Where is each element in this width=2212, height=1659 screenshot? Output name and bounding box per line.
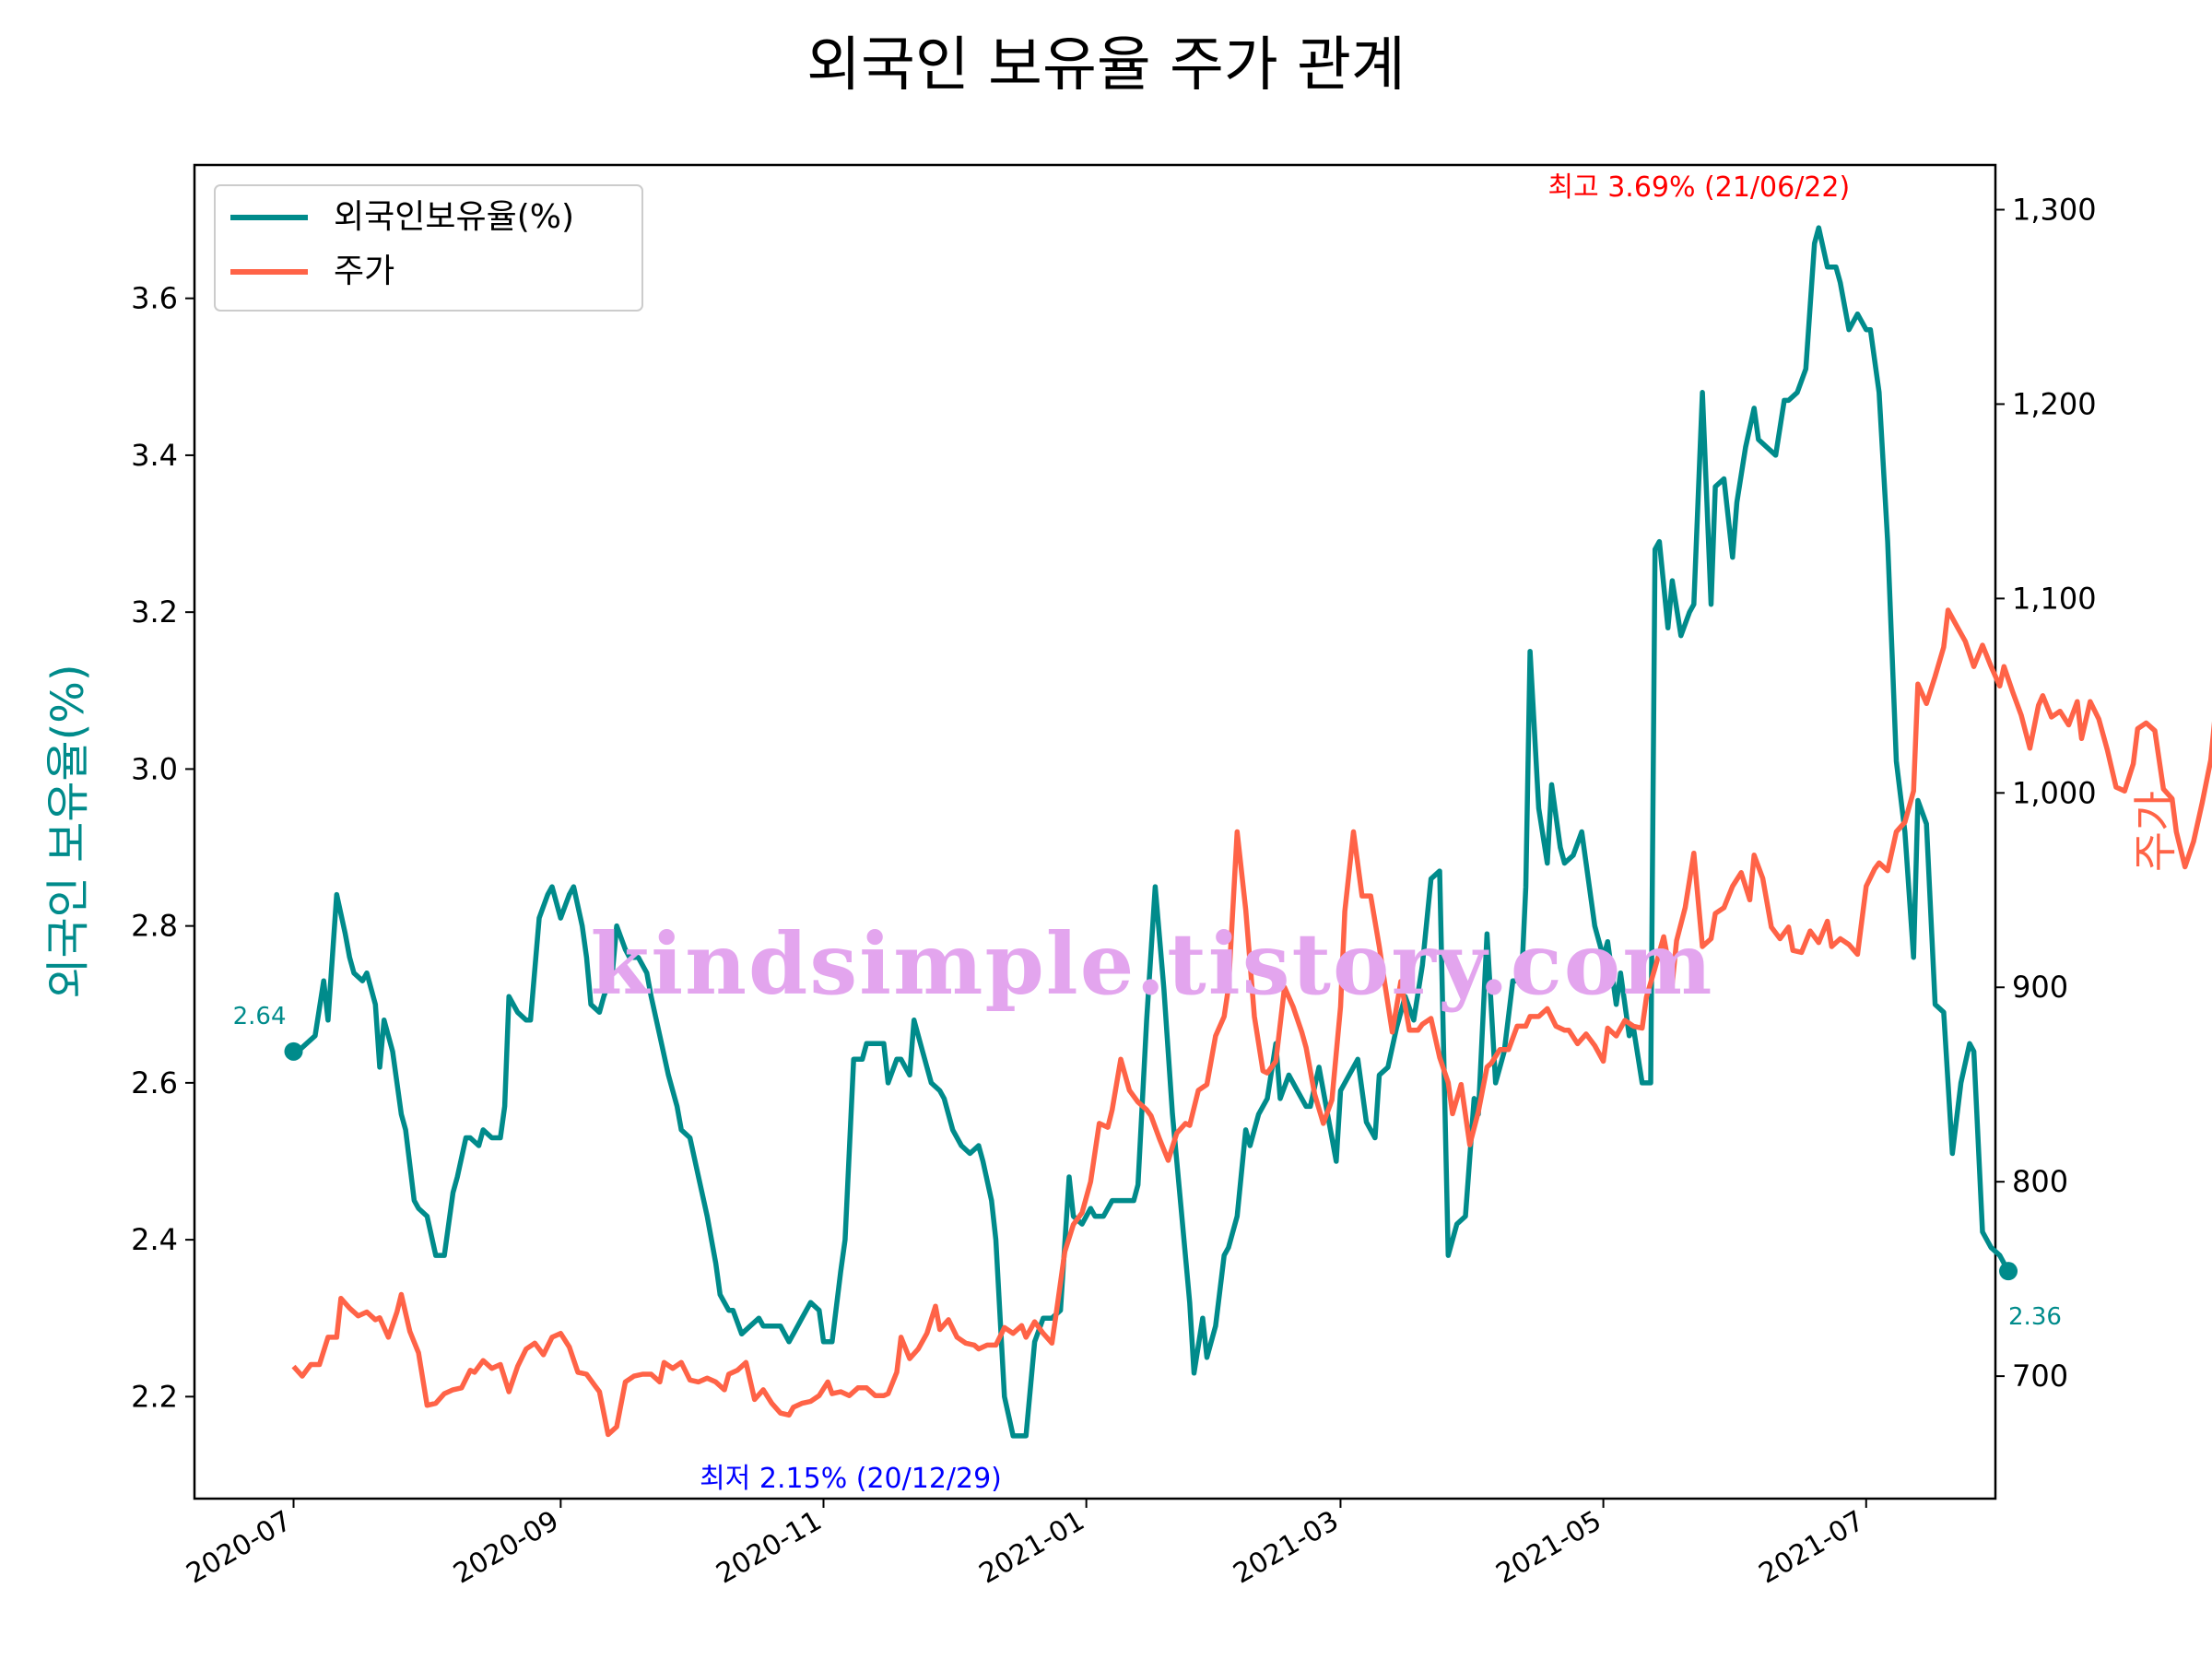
y-left-tick-label: 3.2	[131, 594, 178, 629]
y-left-tick-label: 2.2	[131, 1379, 178, 1414]
min-annotation: 최저 2.15% (20/12/29)	[700, 1463, 1002, 1495]
y-left-tick-label: 3.0	[131, 751, 178, 786]
end-value-label: 2.36	[2008, 1303, 2062, 1331]
y-left-tick-label: 2.6	[131, 1065, 178, 1100]
y-right-tick-label: 800	[2012, 1164, 2068, 1199]
x-tick-label: 2020-11	[711, 1505, 827, 1591]
y-right-tick-label: 1,100	[2012, 581, 2097, 616]
legend: 외국인보유율(%) 주가	[214, 184, 643, 312]
legend-label-ratio: 외국인보유율(%)	[334, 198, 574, 236]
annotations: 2.64 2.36 최고 3.69% (21/06/22) 최저 2.15% (20/…	[233, 171, 2062, 1495]
legend-box	[214, 184, 643, 312]
plot-frame	[193, 163, 1997, 1500]
y-left-axis-label: 외국인 보유율(%)	[42, 664, 94, 998]
x-tick-label: 2020-07	[181, 1505, 297, 1591]
y-right-tick-label: 700	[2012, 1359, 2068, 1394]
plot-lines	[291, 225, 2212, 1439]
y-left-tick-label: 3.6	[131, 281, 178, 316]
x-tick-label: 2021-07	[1754, 1505, 1870, 1591]
x-tick-label: 2021-05	[1491, 1505, 1607, 1591]
x-tick-label: 2021-01	[974, 1505, 1090, 1591]
y-right-tick-label: 900	[2012, 970, 2068, 1005]
watermark: kindsimple.tistory.com	[590, 914, 1713, 1014]
y-left-tick-label: 2.8	[131, 909, 178, 944]
y-right-tick-label: 1,300	[2012, 193, 2097, 228]
x-tick-label: 2021-03	[1228, 1505, 1344, 1591]
y-left-tick-label: 3.4	[131, 438, 178, 473]
start-value-label: 2.64	[233, 1003, 287, 1030]
chart-title: 외국인 보유율 주가 관계	[806, 31, 1406, 100]
series-line-price	[291, 607, 2212, 1438]
max-annotation: 최고 3.69% (21/06/22)	[1547, 171, 1850, 204]
start-marker	[284, 1041, 303, 1061]
legend-label-price: 주가	[334, 253, 394, 290]
axes: 2020-07 2020-09 2020-11 2021-01 2021-03 2021-…	[42, 163, 2182, 1591]
y-left-tick-label: 2.4	[131, 1222, 178, 1257]
series-line-ratio	[293, 225, 2011, 1439]
x-tick-label: 2020-09	[448, 1505, 564, 1591]
y-right-tick-label: 1,000	[2012, 775, 2097, 810]
y-right-tick-label: 1,200	[2012, 386, 2097, 421]
end-marker	[1999, 1262, 2018, 1281]
